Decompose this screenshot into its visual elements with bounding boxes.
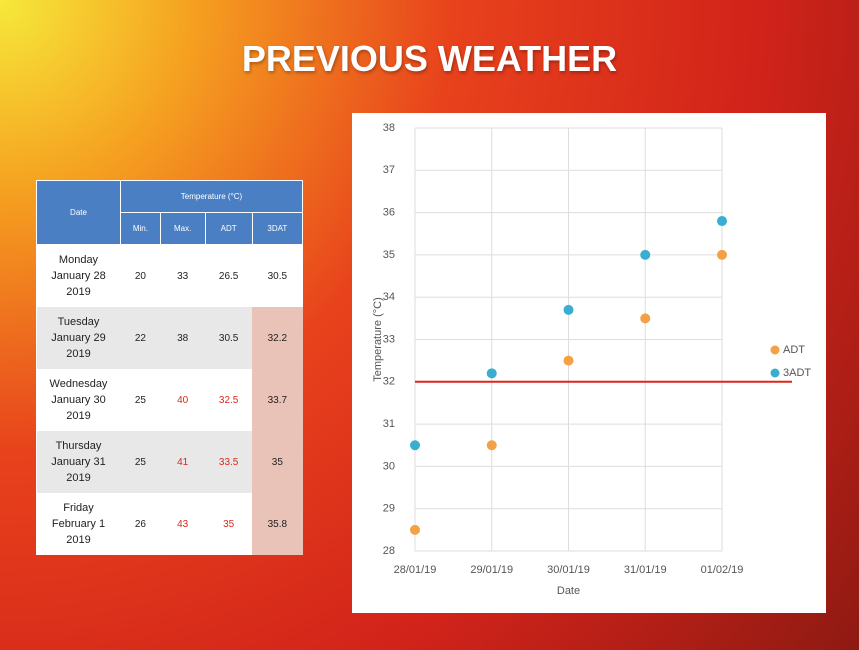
header-date: Date [36, 180, 121, 245]
date-cell: Tuesday January 29 2019 [36, 307, 121, 369]
header-column: 3DAT [251, 212, 304, 245]
point [563, 355, 574, 366]
legend-swatch [770, 368, 780, 378]
x-tick-label: 31/01/19 [624, 564, 667, 576]
x-tick-label: 29/01/19 [470, 564, 513, 576]
x-tick-label: 01/02/19 [701, 564, 744, 576]
table-row: Tuesday January 29 2019 22 38 30.5 32.2 [36, 307, 303, 369]
value-cell: 33 [177, 270, 189, 282]
point [410, 524, 420, 535]
value-cell: 35 [252, 431, 303, 493]
point [717, 216, 727, 227]
value-cell: 30.5 [267, 270, 288, 282]
table-row: Monday January 28 2019 20 33 26.5 30.5 [37, 245, 303, 308]
x-tick-label: 28/01/19 [394, 564, 437, 576]
legend-label: 3ADT [783, 367, 811, 379]
x-axis-label: Date [557, 585, 580, 597]
value-cell: 33.5 [205, 431, 253, 493]
y-tick-label: 34 [383, 291, 395, 303]
date-cell: Monday January 28 2019 [51, 254, 106, 298]
y-tick-label: 38 [383, 122, 395, 134]
date-cell: Friday February 1 2019 [51, 502, 106, 546]
legend-swatch [770, 345, 780, 355]
y-tick-label: 35 [383, 249, 395, 261]
value-cell: 25 [120, 431, 161, 493]
y-tick-label: 31 [383, 418, 395, 430]
header-column: ADT [204, 212, 253, 245]
legend-label: ADT [783, 344, 805, 356]
date-cell: Thursday January 31 2019 [36, 431, 121, 493]
header-group: Temperature (°C) [120, 180, 303, 213]
value-cell: 32.2 [252, 307, 303, 369]
y-tick-label: 30 [383, 460, 395, 472]
value-cell: 41 [160, 431, 206, 493]
header-column: Max. [159, 212, 206, 245]
y-tick-label: 33 [383, 333, 395, 345]
value-cell: 26 [134, 518, 146, 530]
value-cell: 32.5 [218, 394, 239, 406]
point [410, 440, 420, 451]
y-axis-label: Temperature (°C) [372, 297, 384, 381]
value-cell: 33.7 [252, 369, 303, 431]
point [717, 249, 727, 260]
value-cell: 38 [160, 307, 206, 369]
chart: 28 29 30 31 32 33 34 35 36 37 38 28/01/19 29/01/19 30… [352, 113, 826, 613]
chart-bg [352, 113, 826, 613]
value-cell: 43 [177, 518, 189, 530]
value-cell: 26.5 [218, 270, 239, 282]
point [486, 368, 497, 379]
date-cell: Wednesday January 30 2019 [49, 378, 108, 422]
y-tick-label: 37 [383, 164, 395, 176]
table-row: Wednesday January 30 2019 25 40 32.5 33.7 [37, 369, 303, 431]
y-tick-label: 32 [383, 376, 395, 388]
value-cell: 25 [134, 394, 146, 406]
point [640, 249, 651, 260]
table-row: Thursday January 31 2019 25 41 33.5 35 [36, 431, 303, 493]
point [563, 304, 574, 315]
value-cell: 30.5 [205, 307, 253, 369]
value-cell: 40 [177, 394, 189, 406]
point [486, 440, 497, 451]
y-tick-label: 36 [383, 207, 395, 219]
y-tick-label: 29 [383, 503, 395, 515]
y-tick-label: 28 [383, 545, 395, 557]
x-tick-label: 30/01/19 [547, 564, 590, 576]
value-cell: 35 [223, 518, 235, 530]
slide-title: PREVIOUS WEATHER [241, 38, 618, 79]
value-cell: 20 [134, 270, 146, 282]
point [640, 313, 651, 324]
value-cell: 35.8 [252, 493, 303, 555]
value-cell: 22 [120, 307, 161, 369]
header-column: Min. [120, 212, 161, 245]
table-row: Friday February 1 2019 26 43 35 35.8 [37, 493, 303, 555]
weather-table: Date Temperature (°C) Min. Max. ADT 3DAT Mo… [36, 180, 304, 555]
